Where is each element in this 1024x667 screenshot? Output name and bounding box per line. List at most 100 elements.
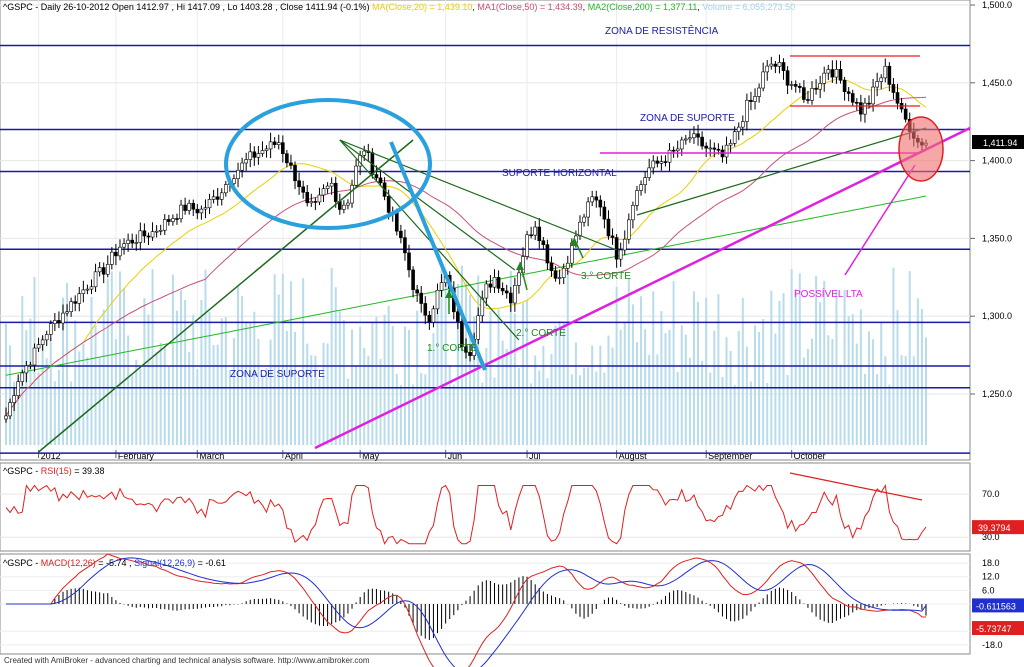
candle-body xyxy=(570,242,574,264)
candle-body xyxy=(211,196,216,200)
candle-body xyxy=(806,99,810,101)
price-layer: 1,500.0 1,450.0 1,400.0 1,350.0 1,300.0 1,250… xyxy=(0,0,1024,461)
candle-body xyxy=(667,149,672,163)
candle-body xyxy=(826,69,831,74)
candle-body xyxy=(875,81,879,88)
x-tick-label: Jun xyxy=(448,451,463,461)
candle-body xyxy=(606,218,611,237)
candle-body xyxy=(154,230,159,233)
candle-body xyxy=(36,344,41,349)
candle-body xyxy=(350,184,354,204)
candle-body xyxy=(276,142,281,145)
candle-body xyxy=(655,160,660,164)
candle-body xyxy=(769,63,774,67)
candle-body xyxy=(724,144,729,158)
candle-body xyxy=(622,238,627,251)
candle-body xyxy=(32,347,37,366)
candle-body xyxy=(859,102,863,115)
macd-header: ^GSPC - MACD(12,26) = -5.74 , Signal(12,… xyxy=(3,558,226,568)
x-tick-label: September xyxy=(708,451,752,461)
candle-body xyxy=(415,289,419,294)
rsi-layer: 70.0 30.039.3794 xyxy=(0,472,1024,545)
candle-body xyxy=(394,212,399,232)
candle-body xyxy=(333,182,338,202)
signal-value-tag xyxy=(972,598,1024,613)
candle-body xyxy=(700,136,704,147)
candle-body xyxy=(802,87,806,100)
candle-body xyxy=(268,141,273,150)
candle-body xyxy=(158,229,163,232)
candle-body xyxy=(867,102,871,105)
candle-body xyxy=(289,162,293,166)
x-tick-label: February xyxy=(118,451,155,461)
candle-body xyxy=(728,143,733,146)
candle-body xyxy=(753,96,757,102)
candle-body xyxy=(427,314,432,323)
y-tick-label: 1,500.0 xyxy=(982,0,1012,10)
candle-body xyxy=(749,99,753,102)
candle-body xyxy=(61,312,65,324)
candle-body xyxy=(696,133,700,138)
candle-body xyxy=(468,352,472,356)
candle-body xyxy=(435,289,440,310)
candle-body xyxy=(631,205,635,221)
candle-body xyxy=(732,131,737,144)
candle-body xyxy=(830,69,835,78)
candle-body xyxy=(431,308,436,323)
candle-body xyxy=(114,251,118,257)
rsi-y-label: 30.0 xyxy=(982,532,1000,542)
candle-body xyxy=(508,292,513,304)
candle-body xyxy=(342,204,346,210)
candle-body xyxy=(614,237,619,260)
candle-body xyxy=(675,148,680,152)
candle-body xyxy=(814,88,818,90)
candle-body xyxy=(476,315,481,340)
macd-line xyxy=(6,553,927,667)
last-price-label: 1,411.94 xyxy=(983,138,1017,148)
candle-body xyxy=(545,244,550,264)
candle-body xyxy=(810,88,814,101)
rsi-panel[interactable] xyxy=(0,462,971,552)
candle-body xyxy=(500,288,505,292)
candle-body xyxy=(411,269,415,291)
cut-arrow-head xyxy=(445,290,453,298)
candle-body xyxy=(301,186,305,193)
highlight-ellipse xyxy=(224,98,432,230)
candle-body xyxy=(4,415,8,420)
macd-layer: 18.012.06.00.0-12.0-18.0-0.611563-5.7374… xyxy=(0,553,1024,667)
candle-body xyxy=(138,230,143,243)
x-tick-label: Jul xyxy=(529,451,541,461)
rsi-value-label: 39.3794 xyxy=(978,523,1011,533)
candle-body xyxy=(610,235,615,238)
x-tick-label: 2012 xyxy=(41,451,61,461)
candle-body xyxy=(578,221,582,237)
candle-body xyxy=(793,84,798,87)
candle-body xyxy=(891,84,896,93)
candle-body xyxy=(879,77,884,82)
candle-body xyxy=(244,159,248,164)
candle-body xyxy=(313,201,318,203)
chart-annotation: 1.° CORTE xyxy=(427,343,477,354)
price-header: ^GSPC - Daily 26-10-2012 Open 1412.97 , … xyxy=(3,2,795,12)
lta-arrow xyxy=(844,164,916,276)
candle-body xyxy=(639,184,643,191)
candle-body xyxy=(12,395,16,403)
candle-body xyxy=(142,230,147,237)
macd-value-label: -5.73747 xyxy=(976,624,1012,634)
candle-body xyxy=(590,196,594,203)
candle-body xyxy=(285,153,289,164)
chart-annotation: ZONA DE RESISTÊNCIA xyxy=(605,24,719,37)
signal-value-label: -0.611563 xyxy=(976,601,1016,611)
candle-body xyxy=(586,201,590,218)
candle-body xyxy=(627,219,631,240)
candle-body xyxy=(252,151,257,158)
candle-body xyxy=(712,147,717,150)
candle-body xyxy=(834,69,839,78)
macd-y-label: 6.0 xyxy=(982,585,995,595)
candle-body xyxy=(789,84,794,86)
candle-body xyxy=(671,149,676,152)
candle-body xyxy=(761,71,765,89)
candle-body xyxy=(456,311,460,322)
candle-body xyxy=(846,91,851,94)
